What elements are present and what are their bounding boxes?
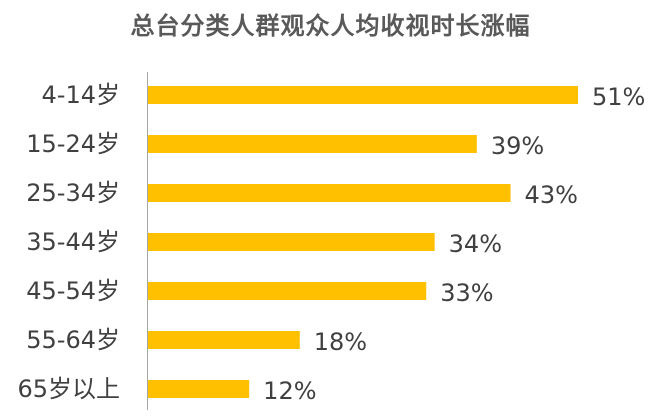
value-label-0: 51% (592, 83, 645, 111)
category-label-4: 45-54岁 (26, 277, 120, 305)
bar-3 (148, 233, 435, 251)
value-label-4: 33% (440, 279, 493, 307)
bar-1 (148, 135, 477, 153)
chart-title: 总台分类人群观众人均收视时长涨幅 (130, 12, 531, 40)
bar-2 (148, 184, 511, 202)
category-label-2: 25-34岁 (26, 179, 120, 207)
value-label-3: 34% (449, 230, 502, 258)
value-label-2: 43% (525, 181, 578, 209)
bar-6 (148, 380, 250, 398)
value-label-1: 39% (491, 132, 544, 160)
bars-group (148, 86, 578, 398)
value-label-6: 12% (263, 377, 316, 405)
category-label-6: 65岁以上 (17, 375, 120, 403)
bar-5 (148, 331, 300, 349)
bar-4 (148, 282, 427, 300)
category-label-0: 4-14岁 (42, 81, 120, 109)
value-labels: 51% 39% 43% 34% 33% 18% 12% (263, 83, 645, 405)
category-label-3: 35-44岁 (26, 228, 120, 256)
bar-0 (148, 86, 578, 104)
category-label-1: 15-24岁 (26, 130, 120, 158)
category-labels: 4-14岁 15-24岁 25-34岁 35-44岁 45-54岁 55-64岁 65岁以上 (17, 81, 120, 403)
value-label-5: 18% (314, 328, 367, 356)
category-label-5: 55-64岁 (26, 326, 120, 354)
